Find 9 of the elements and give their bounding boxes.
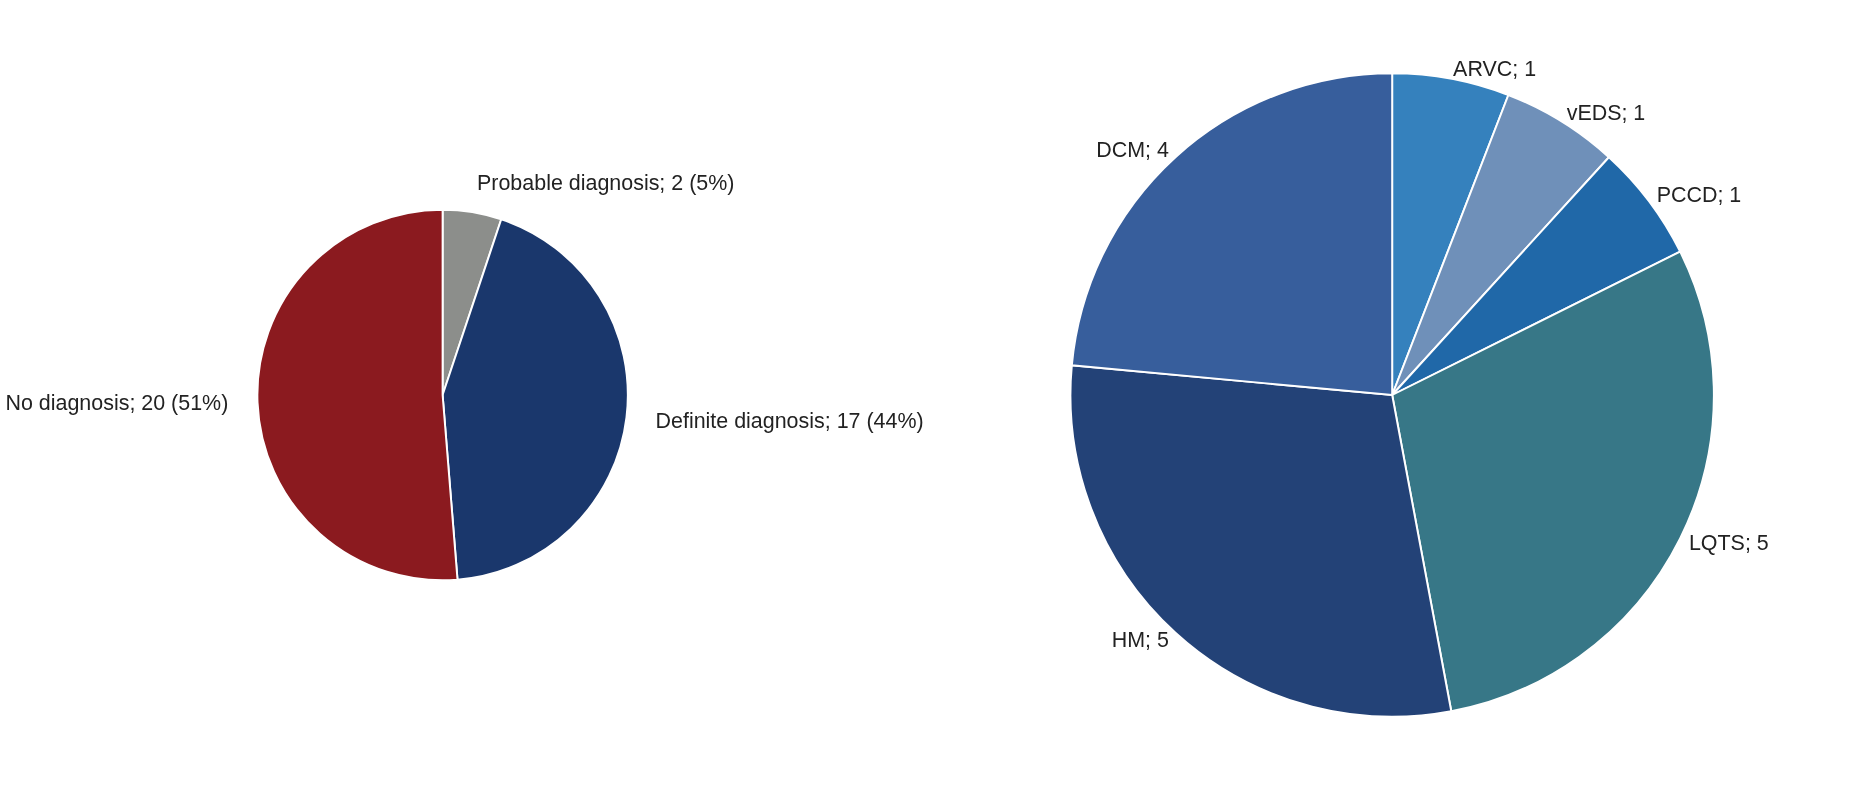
slice-label: ARVC; 1 <box>1453 57 1537 81</box>
slice-label: Probable diagnosis; 2 (5%) <box>477 171 735 196</box>
slice-label: Definite diagnosis; 17 (44%) <box>655 408 924 433</box>
slice-label: LQTS; 5 <box>1688 530 1769 555</box>
slice-label: vEDS; 1 <box>1566 101 1646 125</box>
slice-label: No diagnosis; 20 (51%) <box>5 391 229 416</box>
slice-label: HM; 5 <box>1111 627 1169 652</box>
slice-label: PCCD; 1 <box>1656 183 1742 208</box>
slice-label: DCM; 4 <box>1096 137 1169 162</box>
